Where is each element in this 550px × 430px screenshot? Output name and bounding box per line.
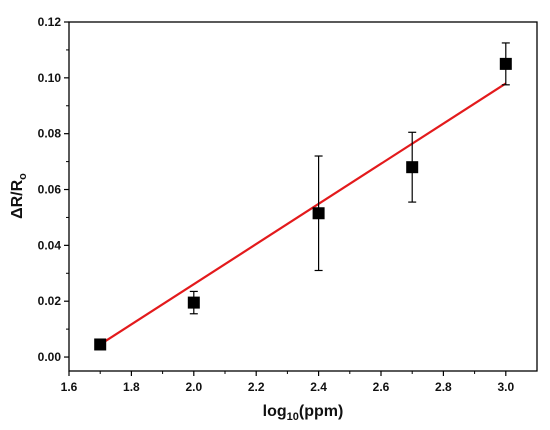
x-tick-label: 2.4 bbox=[310, 380, 327, 394]
fit-line bbox=[99, 82, 507, 346]
x-tick-label: 1.8 bbox=[123, 380, 140, 394]
y-axis-title: ΔR/Ro bbox=[9, 173, 29, 219]
data-point bbox=[312, 207, 325, 220]
y-tick-label: 0.04 bbox=[38, 238, 62, 252]
y-tick-label: 0.12 bbox=[38, 15, 62, 29]
fit-line-group bbox=[99, 82, 507, 346]
x-tick-label: 2.0 bbox=[185, 380, 202, 394]
y-tick-label: 0.10 bbox=[38, 71, 62, 85]
data-point bbox=[499, 57, 512, 70]
x-tick-label: 2.8 bbox=[435, 380, 452, 394]
y-tick-label: 0.00 bbox=[38, 350, 62, 364]
y-tick-label: 0.02 bbox=[38, 294, 62, 308]
x-tick-label: 2.6 bbox=[373, 380, 390, 394]
data-point bbox=[187, 296, 200, 309]
y-tick-label: 0.06 bbox=[38, 183, 62, 197]
data-points bbox=[94, 42, 512, 351]
x-axis-title: log10(ppm) bbox=[263, 403, 344, 423]
data-point bbox=[94, 338, 107, 351]
x-tick-label: 1.6 bbox=[61, 380, 78, 394]
x-tick-label: 3.0 bbox=[497, 380, 514, 394]
plot-frame bbox=[68, 21, 538, 372]
x-tick-label: 2.2 bbox=[248, 380, 265, 394]
axis-ticks: 1.6 1.8 2.0 2.2 2.4 2.6 2.8 3.0 0.00 0.02 0.04 0.06… bbox=[38, 15, 515, 394]
y-tick-label: 0.08 bbox=[38, 127, 62, 141]
data-point bbox=[406, 161, 419, 174]
